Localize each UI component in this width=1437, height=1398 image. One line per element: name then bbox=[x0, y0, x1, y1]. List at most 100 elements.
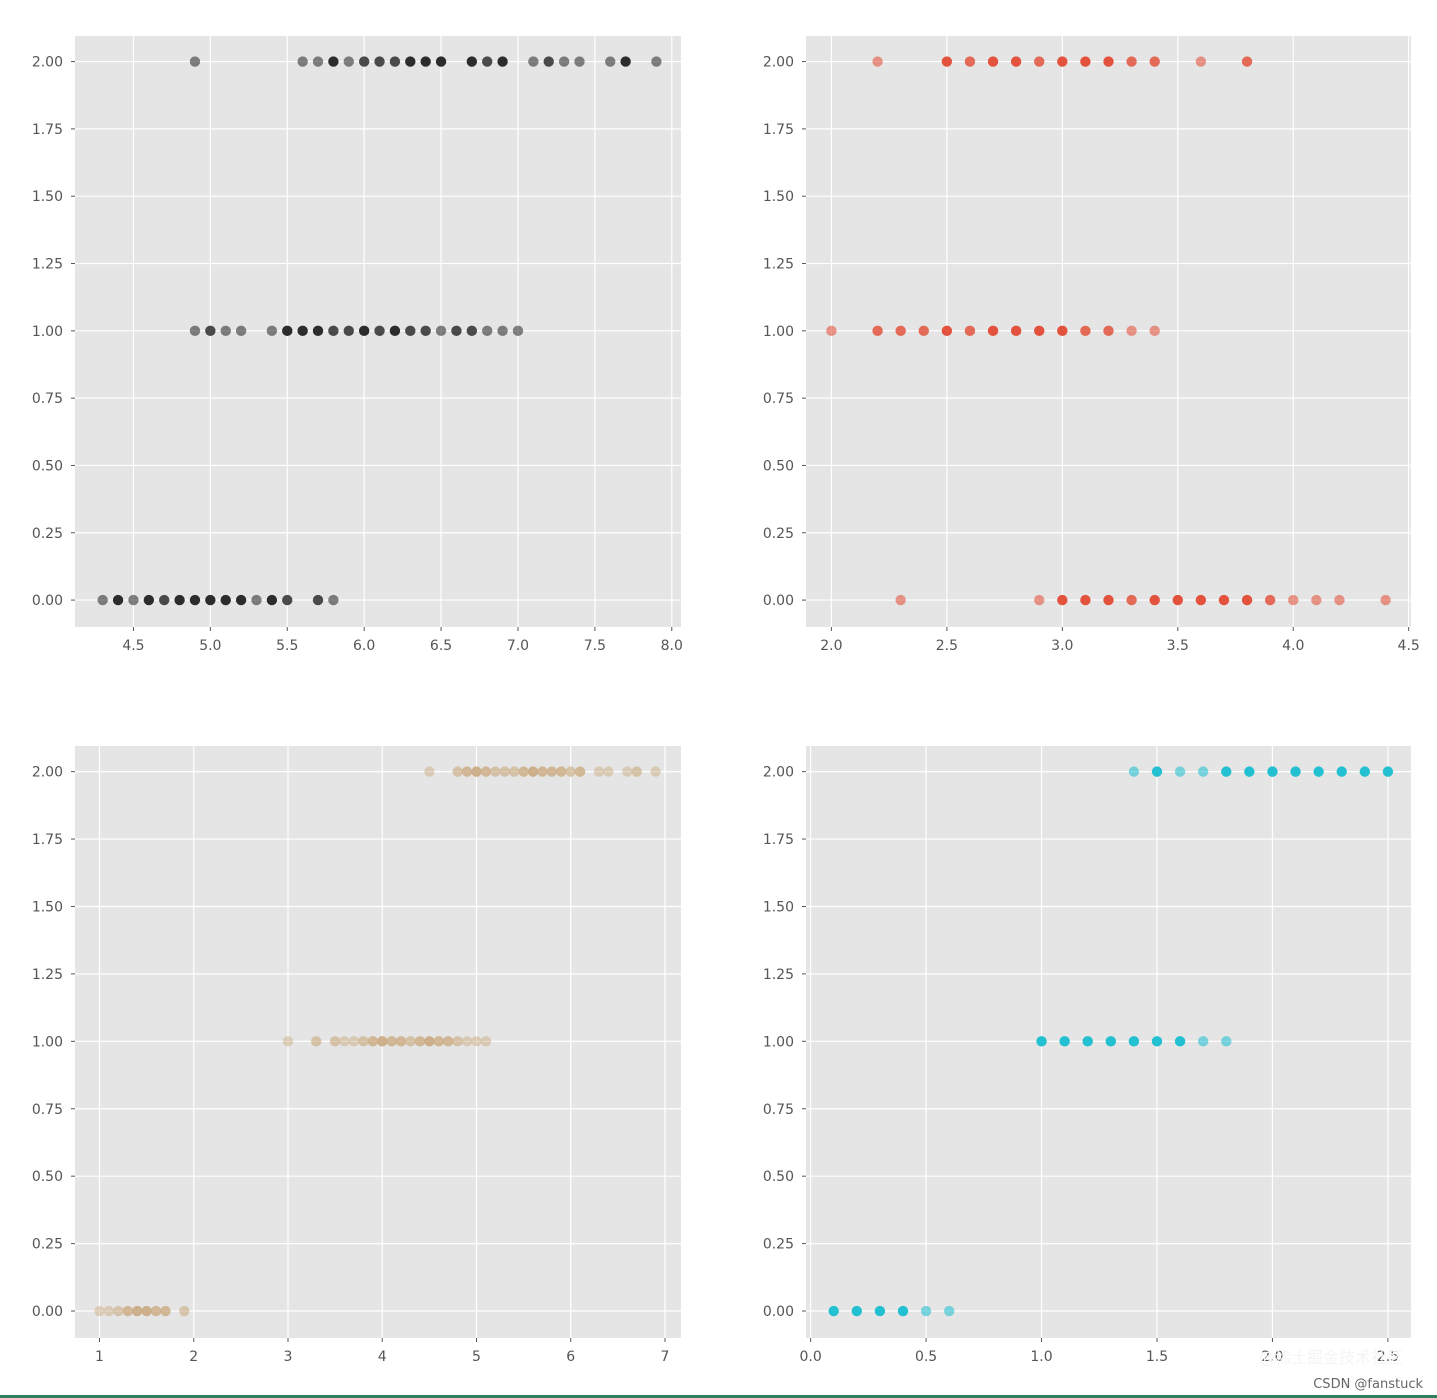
scatter-point bbox=[1172, 594, 1183, 606]
scatter-point bbox=[339, 1036, 350, 1047]
scatter-point bbox=[297, 325, 308, 337]
scatter-point bbox=[518, 766, 529, 777]
scatter-point bbox=[1128, 766, 1140, 777]
scatter-point bbox=[343, 325, 354, 337]
scatter-point bbox=[329, 1036, 341, 1047]
scatter-point bbox=[424, 766, 435, 777]
scatter-point bbox=[512, 325, 524, 337]
scatter-point bbox=[94, 1305, 105, 1317]
scatter-point bbox=[312, 56, 324, 67]
x-tick-label: 3 bbox=[284, 1349, 293, 1365]
scatter-point bbox=[918, 325, 929, 337]
scatter-point bbox=[1010, 325, 1022, 337]
scatter-point bbox=[1082, 1036, 1093, 1047]
y-tick-label: 1.25 bbox=[763, 257, 794, 273]
scatter-point bbox=[527, 766, 539, 777]
scatter-point bbox=[1197, 766, 1209, 777]
scatter-point bbox=[103, 1305, 115, 1317]
scatter-point bbox=[1267, 766, 1278, 777]
scatter-point bbox=[405, 56, 416, 67]
y-tick-label: 0.50 bbox=[32, 1169, 63, 1185]
scatter-point bbox=[189, 325, 201, 337]
scatter-point bbox=[235, 325, 247, 337]
x-tick-label: 7.5 bbox=[584, 638, 606, 654]
chart-panel-bottom-right: 0.0 0.5 1.0 1.5 2.0 2.5 0.00 0.25 0.50 0.75 1.00 1.… bbox=[763, 746, 1411, 1365]
x-tick-label: 6 bbox=[566, 1349, 575, 1365]
x-tick-label: 4.0 bbox=[1282, 638, 1304, 654]
scatter-point bbox=[1059, 1036, 1070, 1047]
x-tick-label: 1.0 bbox=[1030, 1349, 1052, 1365]
scatter-point bbox=[1126, 594, 1137, 606]
scatter-point bbox=[1221, 766, 1232, 777]
scatter-point bbox=[1218, 594, 1230, 606]
chart-panel-top-left: 4.5 5.0 5.5 6.0 6.5 7.0 7.5 8.0 0.00 0.25 0.50 0.75… bbox=[32, 36, 683, 654]
scatter-point bbox=[1080, 325, 1091, 337]
scatter-point bbox=[312, 325, 324, 337]
scatter-point bbox=[574, 56, 585, 67]
scatter-point bbox=[605, 56, 616, 67]
x-tick-label: 0.0 bbox=[799, 1349, 821, 1365]
scatter-point bbox=[480, 1036, 492, 1047]
scatter-point bbox=[897, 1305, 909, 1317]
x-tick-label: 7.0 bbox=[507, 638, 529, 654]
x-tick-label: 1.5 bbox=[1146, 1349, 1168, 1365]
scatter-point bbox=[1057, 594, 1068, 606]
scatter-point bbox=[537, 766, 548, 777]
x-tick-label: 4 bbox=[378, 1349, 387, 1365]
y-tick-label: 0.00 bbox=[763, 1304, 794, 1320]
y-tick-label: 1.00 bbox=[32, 324, 63, 340]
x-tick-label: 6.5 bbox=[430, 638, 452, 654]
y-tick-label: 0.75 bbox=[763, 391, 794, 407]
x-tick-label: 2 bbox=[189, 1349, 198, 1365]
scatter-point bbox=[872, 325, 883, 337]
scatter-point bbox=[1080, 56, 1091, 67]
scatter-point bbox=[543, 56, 554, 67]
scatter-point bbox=[1241, 56, 1253, 67]
scatter-point bbox=[826, 325, 837, 337]
scatter-point bbox=[414, 1036, 426, 1047]
scatter-point bbox=[964, 56, 976, 67]
y-tick-label: 0.75 bbox=[32, 391, 63, 407]
y-tick-label: 1.25 bbox=[32, 967, 63, 983]
scatter-point bbox=[508, 766, 520, 777]
scatter-point bbox=[220, 594, 231, 606]
scatter-point bbox=[435, 325, 447, 337]
scatter-point bbox=[1382, 766, 1394, 777]
scatter-point bbox=[1034, 325, 1045, 337]
y-tick-label: 0.25 bbox=[763, 526, 794, 542]
scatter-point bbox=[1290, 766, 1301, 777]
scatter-point bbox=[420, 56, 431, 67]
y-tick-label: 0.75 bbox=[763, 1102, 794, 1118]
scatter-point bbox=[420, 325, 431, 337]
scatter-point bbox=[189, 594, 201, 606]
y-tick-label: 2.00 bbox=[32, 55, 63, 71]
scatter-point bbox=[556, 766, 567, 777]
scatter-point bbox=[452, 766, 463, 777]
scatter-point bbox=[895, 594, 906, 606]
scatter-point bbox=[235, 594, 247, 606]
scatter-point bbox=[461, 766, 473, 777]
scatter-point bbox=[1313, 766, 1324, 777]
y-tick-label: 1.75 bbox=[32, 832, 63, 848]
y-tick-label: 1.25 bbox=[32, 257, 63, 273]
scatter-point bbox=[282, 325, 293, 337]
scatter-point bbox=[482, 325, 493, 337]
scatter-point bbox=[466, 325, 478, 337]
x-tick-label: 4.5 bbox=[122, 638, 144, 654]
scatter-point bbox=[987, 325, 999, 337]
scatter-point bbox=[987, 56, 999, 67]
y-tick-label: 1.50 bbox=[32, 189, 63, 205]
scatter-point bbox=[941, 325, 953, 337]
scatter-point bbox=[220, 325, 231, 337]
scatter-point bbox=[389, 325, 401, 337]
scatter-point bbox=[471, 1036, 482, 1047]
scatter-point bbox=[251, 594, 262, 606]
scatter-point bbox=[311, 1036, 322, 1047]
scatter-point bbox=[266, 325, 278, 337]
y-tick-label: 0.25 bbox=[32, 1237, 63, 1253]
scatter-point bbox=[603, 766, 614, 777]
scatter-point bbox=[435, 56, 447, 67]
scatter-point bbox=[1197, 1036, 1209, 1047]
scatter-point bbox=[593, 766, 605, 777]
scatter-point bbox=[650, 766, 661, 777]
